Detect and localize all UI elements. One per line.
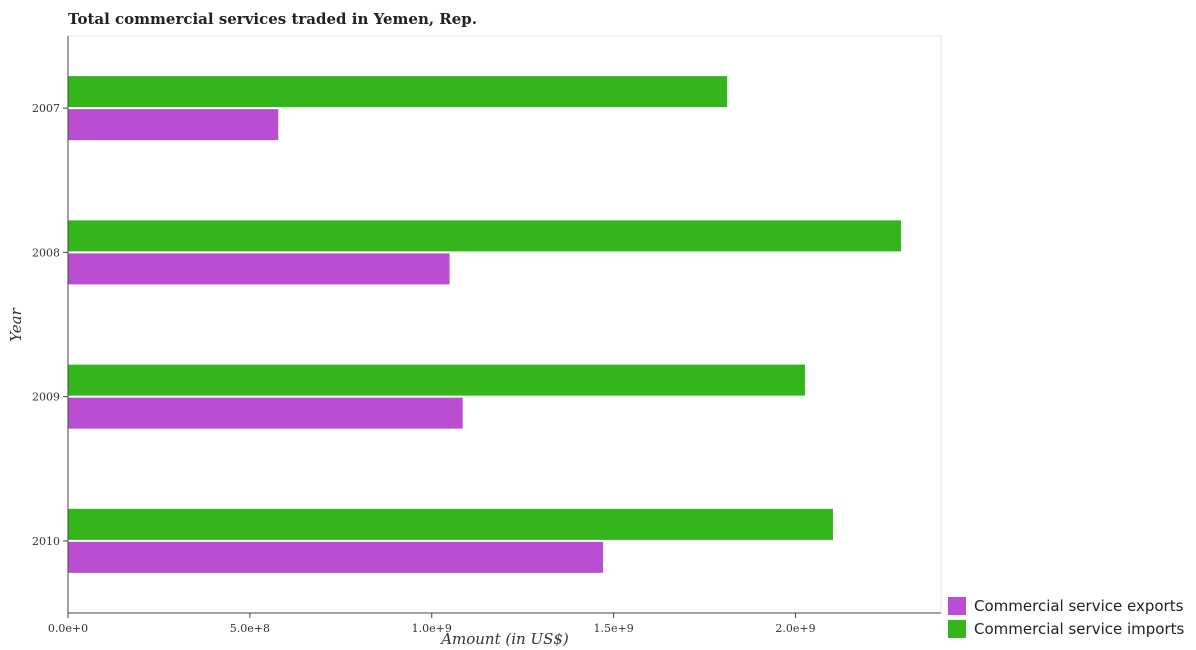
x-tick-label: 1.0e+9 xyxy=(412,622,452,635)
x-ticks: 0.0e+0 5.0e+8 1.0e+9 1.5e+9 2.0e+9 xyxy=(48,613,816,635)
export-bar-2010 xyxy=(68,541,604,573)
legend-label: Commercial service exports xyxy=(974,597,1184,615)
y-tick-label: 2010 xyxy=(32,535,60,548)
x-tick-label: 0.0e+0 xyxy=(48,622,88,635)
import-bar-2010 xyxy=(68,508,833,540)
import-bar-2007 xyxy=(68,76,728,108)
export-bar-2009 xyxy=(68,397,463,429)
x-tick-label: 2.0e+9 xyxy=(775,622,815,635)
x-tick-label: 5.0e+8 xyxy=(230,622,270,635)
legend-swatch xyxy=(948,597,966,615)
legend-label: Commercial service imports xyxy=(974,620,1185,638)
legend: Commercial service exports Commercial ser… xyxy=(948,597,1185,638)
bars xyxy=(68,76,901,573)
y-tick-label: 2007 xyxy=(32,102,60,115)
import-bar-2009 xyxy=(68,364,805,396)
y-ticks: 2007 2008 2009 2010 xyxy=(32,102,68,548)
y-tick-label: 2008 xyxy=(32,246,60,259)
export-bar-2008 xyxy=(68,253,450,285)
export-bar-2007 xyxy=(68,109,279,141)
x-axis-label: Amount (in US$) xyxy=(439,630,569,648)
y-axis-label: Year xyxy=(7,307,25,341)
chart-title: Total commercial services traded in Yeme… xyxy=(68,10,477,28)
import-bar-2008 xyxy=(68,220,901,252)
y-tick-label: 2009 xyxy=(32,391,60,404)
x-tick-label: 1.5e+9 xyxy=(594,622,634,635)
legend-swatch xyxy=(948,620,966,638)
